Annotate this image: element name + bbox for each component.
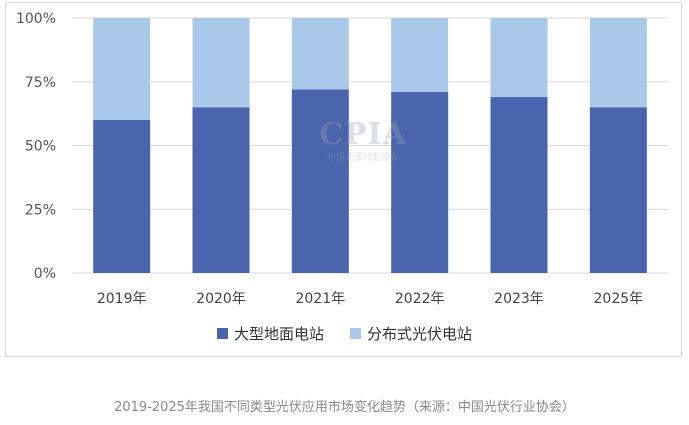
x-tick-label: 2025年 [594,291,644,307]
bar-ground-station [589,107,647,273]
legend-label-ground: 大型地面电站 [233,325,324,343]
y-tick-label: 0% [34,266,56,282]
y-tick-label: 50% [25,139,56,155]
legend-swatch-ground [216,328,228,339]
x-tick-label: 2020年 [196,291,246,307]
bar-distributed-station [291,18,349,90]
bar-ground-station [490,97,548,273]
y-tick-label: 25% [25,202,56,218]
y-tick-label: 100% [16,11,56,27]
bar-distributed-station [589,18,647,108]
x-tick-label: 2022年 [395,291,445,307]
x-tick-label: 2019年 [97,291,147,307]
figure-caption: 2019-2025年我国不同类型光伏应用市场变化趋势（来源：中国光伏行业协会） [114,400,575,415]
chart-legend: 大型地面电站 分布式光伏电站 [0,323,689,344]
legend-item-distributed: 分布式光伏电站 [350,323,472,344]
watermark-logo: CPIA [319,117,407,152]
bar-ground-station [93,120,151,273]
bar-distributed-station [391,18,449,92]
legend-item-ground: 大型地面电站 [216,323,324,344]
bar-ground-station [391,91,449,273]
bar-ground-station [192,107,250,273]
legend-swatch-distributed [350,328,361,339]
watermark-text: 中国光伏行业协会 [326,153,399,163]
y-tick-label: 75% [25,75,56,91]
bar-distributed-station [93,18,151,120]
x-tick-label: 2021年 [296,291,346,307]
legend-label-distributed: 分布式光伏电站 [367,325,473,343]
bar-distributed-station [490,18,548,98]
bar-ground-station [291,89,349,274]
x-tick-label: 2023年 [494,291,544,307]
cpia-watermark: CPIA 中国光伏行业协会 [308,117,418,163]
bar-distributed-station [192,18,250,108]
